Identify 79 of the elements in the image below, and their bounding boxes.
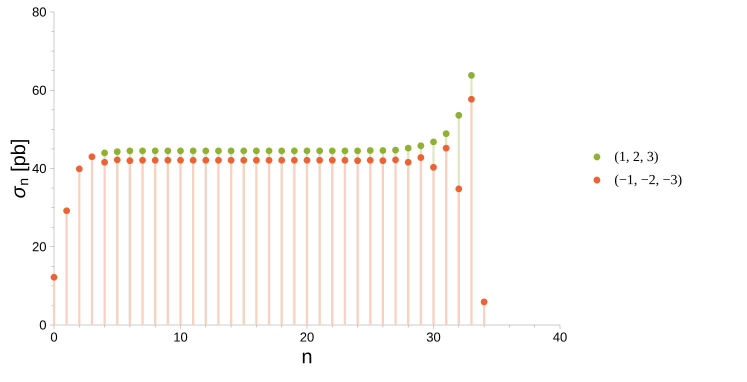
point — [278, 156, 286, 164]
point — [240, 156, 248, 164]
point — [290, 156, 298, 164]
point — [455, 112, 462, 119]
point — [126, 157, 134, 164]
point — [392, 146, 399, 154]
point — [126, 147, 134, 154]
point — [76, 165, 83, 172]
point — [316, 147, 324, 154]
point — [417, 142, 424, 150]
x-tick-label: 0 — [50, 332, 58, 342]
x-axis-title: n — [302, 352, 312, 364]
point — [304, 156, 310, 164]
point — [304, 147, 310, 154]
point — [404, 158, 412, 166]
point — [101, 158, 108, 166]
y-tick-label: 80 — [32, 7, 46, 17]
point — [366, 156, 374, 164]
point — [404, 144, 412, 152]
point — [430, 138, 437, 146]
point — [114, 148, 121, 156]
point — [266, 156, 272, 164]
point — [152, 156, 159, 164]
x-tick-label: 10 — [174, 332, 188, 342]
point — [278, 147, 286, 154]
point — [342, 147, 348, 154]
point — [328, 147, 336, 154]
point — [164, 147, 172, 154]
point — [202, 147, 210, 154]
point — [240, 147, 248, 154]
point — [328, 156, 336, 164]
point — [468, 72, 475, 79]
point — [215, 147, 222, 154]
point — [266, 147, 272, 154]
x-tick-label: 30 — [426, 332, 440, 342]
point — [202, 156, 210, 164]
x-tick-label: 20 — [300, 332, 314, 342]
point — [101, 149, 108, 156]
point — [190, 156, 197, 164]
point — [442, 144, 450, 152]
point — [114, 156, 121, 164]
y-tick-label: 0 — [40, 320, 46, 330]
point — [366, 147, 374, 154]
x-tick-label: 40 — [553, 332, 567, 342]
point — [455, 185, 462, 192]
point — [417, 154, 424, 161]
point — [152, 147, 159, 154]
point — [253, 156, 260, 164]
y-tick-label: 60 — [32, 86, 46, 95]
point — [50, 274, 58, 281]
point — [316, 156, 324, 164]
point — [88, 153, 96, 160]
point — [392, 156, 399, 164]
legend-label: (1, 2, 3) — [614, 151, 658, 164]
y-axis-title: σ$_{n}$ [pb] — [10, 140, 30, 198]
point — [380, 147, 386, 154]
point — [228, 156, 234, 164]
point — [342, 156, 348, 164]
point — [177, 147, 184, 154]
point — [480, 298, 488, 306]
point — [228, 147, 234, 154]
legend-label: (−1, −2, −3) — [614, 174, 682, 188]
point — [215, 156, 222, 164]
point — [354, 147, 361, 154]
point — [380, 157, 386, 164]
point — [430, 164, 437, 171]
point — [139, 147, 146, 154]
point — [63, 207, 70, 214]
y-tick-label: 40 — [32, 164, 46, 174]
point — [253, 147, 260, 154]
point — [139, 156, 146, 164]
point — [190, 147, 197, 154]
point — [177, 156, 184, 164]
point — [468, 96, 475, 103]
y-tick-label: 20 — [32, 242, 46, 252]
point — [290, 147, 298, 154]
point — [354, 157, 361, 164]
point — [442, 130, 450, 138]
point — [164, 156, 172, 164]
